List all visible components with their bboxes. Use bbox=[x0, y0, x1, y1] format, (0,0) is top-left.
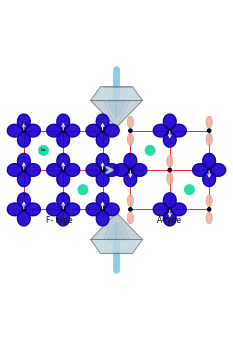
Polygon shape bbox=[47, 124, 63, 137]
Polygon shape bbox=[7, 203, 24, 216]
Ellipse shape bbox=[127, 133, 134, 145]
Polygon shape bbox=[153, 124, 170, 137]
Polygon shape bbox=[103, 203, 119, 216]
Polygon shape bbox=[57, 170, 70, 187]
Polygon shape bbox=[47, 164, 63, 176]
Polygon shape bbox=[103, 164, 119, 176]
Polygon shape bbox=[24, 124, 40, 137]
Circle shape bbox=[145, 145, 155, 155]
Circle shape bbox=[38, 145, 49, 155]
Ellipse shape bbox=[167, 173, 173, 185]
Text: F- type: F- type bbox=[46, 216, 73, 225]
Circle shape bbox=[129, 129, 132, 132]
Polygon shape bbox=[114, 164, 130, 176]
Polygon shape bbox=[7, 124, 24, 137]
Polygon shape bbox=[63, 124, 80, 137]
Circle shape bbox=[22, 168, 25, 172]
Polygon shape bbox=[91, 86, 142, 101]
Polygon shape bbox=[96, 153, 109, 170]
Polygon shape bbox=[130, 164, 147, 176]
Circle shape bbox=[184, 185, 195, 195]
Circle shape bbox=[208, 208, 211, 211]
Polygon shape bbox=[163, 209, 176, 226]
Text: La: La bbox=[41, 148, 46, 152]
Polygon shape bbox=[203, 153, 216, 170]
Polygon shape bbox=[63, 164, 80, 176]
Polygon shape bbox=[57, 153, 70, 170]
Polygon shape bbox=[124, 170, 137, 187]
Polygon shape bbox=[91, 213, 142, 239]
Polygon shape bbox=[57, 193, 70, 209]
Circle shape bbox=[208, 168, 211, 172]
Circle shape bbox=[168, 168, 171, 172]
Circle shape bbox=[22, 129, 25, 132]
Polygon shape bbox=[57, 131, 70, 147]
Polygon shape bbox=[17, 193, 30, 209]
Polygon shape bbox=[193, 164, 209, 176]
Circle shape bbox=[78, 185, 88, 195]
Text: Mn: Mn bbox=[22, 122, 30, 128]
Polygon shape bbox=[124, 153, 137, 170]
Polygon shape bbox=[163, 193, 176, 209]
Polygon shape bbox=[24, 164, 40, 176]
Circle shape bbox=[101, 208, 104, 211]
Circle shape bbox=[129, 208, 132, 211]
Polygon shape bbox=[17, 153, 30, 170]
Circle shape bbox=[168, 129, 171, 132]
Polygon shape bbox=[57, 209, 70, 226]
Polygon shape bbox=[57, 114, 70, 131]
Polygon shape bbox=[91, 239, 142, 254]
Polygon shape bbox=[163, 131, 176, 147]
Polygon shape bbox=[86, 124, 103, 137]
Polygon shape bbox=[17, 131, 30, 147]
Polygon shape bbox=[96, 114, 109, 131]
Polygon shape bbox=[209, 164, 226, 176]
Ellipse shape bbox=[127, 195, 134, 207]
Circle shape bbox=[62, 208, 65, 211]
Circle shape bbox=[101, 129, 104, 132]
Circle shape bbox=[62, 168, 65, 172]
Polygon shape bbox=[86, 164, 103, 176]
Polygon shape bbox=[91, 239, 142, 254]
Polygon shape bbox=[24, 203, 40, 216]
Polygon shape bbox=[96, 193, 109, 209]
Polygon shape bbox=[17, 170, 30, 187]
Circle shape bbox=[208, 129, 211, 132]
Polygon shape bbox=[17, 114, 30, 131]
Circle shape bbox=[101, 168, 104, 172]
Polygon shape bbox=[63, 203, 80, 216]
Ellipse shape bbox=[167, 155, 173, 167]
Text: A-type: A-type bbox=[157, 216, 182, 225]
Ellipse shape bbox=[206, 212, 212, 224]
Polygon shape bbox=[96, 209, 109, 226]
Polygon shape bbox=[91, 101, 142, 127]
Ellipse shape bbox=[127, 212, 134, 224]
Circle shape bbox=[129, 168, 132, 172]
Polygon shape bbox=[170, 203, 186, 216]
Polygon shape bbox=[203, 170, 216, 187]
Polygon shape bbox=[91, 86, 142, 101]
Polygon shape bbox=[96, 131, 109, 147]
Ellipse shape bbox=[206, 116, 212, 128]
Polygon shape bbox=[103, 124, 119, 137]
Polygon shape bbox=[47, 203, 63, 216]
Circle shape bbox=[22, 208, 25, 211]
Polygon shape bbox=[86, 203, 103, 216]
Polygon shape bbox=[170, 124, 186, 137]
Polygon shape bbox=[17, 209, 30, 226]
Ellipse shape bbox=[206, 195, 212, 207]
Polygon shape bbox=[96, 170, 109, 187]
Circle shape bbox=[168, 208, 171, 211]
Ellipse shape bbox=[127, 116, 134, 128]
Ellipse shape bbox=[206, 133, 212, 145]
Polygon shape bbox=[163, 114, 176, 131]
Circle shape bbox=[62, 129, 65, 132]
Polygon shape bbox=[153, 203, 170, 216]
Polygon shape bbox=[7, 164, 24, 176]
